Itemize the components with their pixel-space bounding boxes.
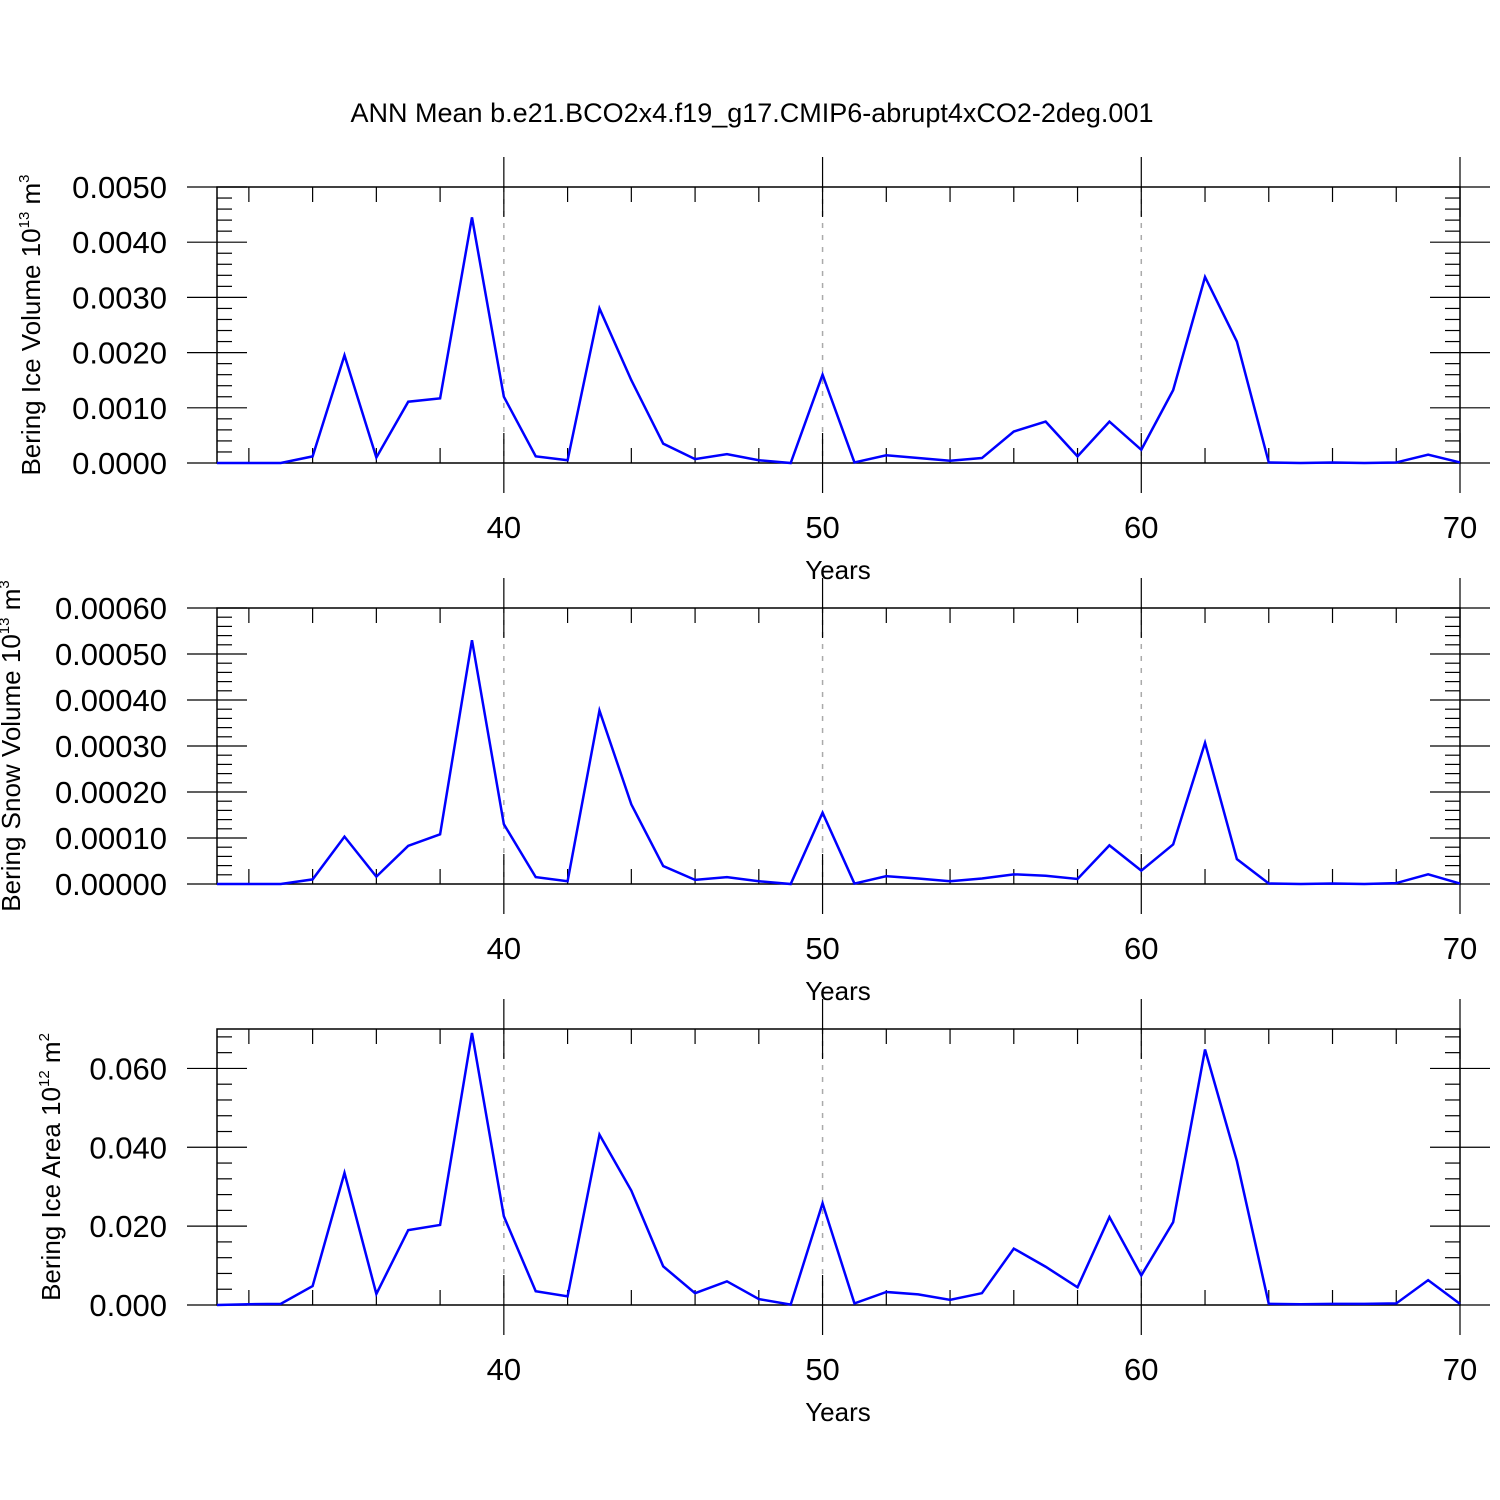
- y-axis-title-text: Bering Ice Area 10: [36, 1087, 66, 1301]
- y-tick-label: 0.0040: [72, 225, 167, 260]
- x-tick-label: 40: [487, 931, 521, 966]
- panel-2: 40 50 60 70 Years 0.00000 0.00010 0.00020 0.0003…: [0, 578, 1490, 1006]
- x-tick-label: 60: [1124, 931, 1158, 966]
- y-tick-label: 0.0000: [72, 446, 167, 481]
- panel-3: 40 50 60 70 Years 0.000 0.020 0.040 0.060 Bering …: [36, 999, 1490, 1427]
- y-axis-title-exp: 12: [36, 1070, 53, 1087]
- x-axis-title: Years: [805, 976, 871, 1006]
- panel-1: 40 50 60 70 Years 0.0000 0.0010 0.0020 0.0030 0.0…: [16, 157, 1490, 585]
- y-tick-label: 0.0050: [72, 170, 167, 205]
- x-axis-title: Years: [805, 1397, 871, 1427]
- x-tick-label: 40: [487, 1352, 521, 1387]
- y-axis-title-exp: 13: [0, 618, 13, 635]
- y-axis-title: Bering Ice Volume 1013 m3: [16, 174, 46, 475]
- x-tick-label: 60: [1124, 510, 1158, 545]
- y-tick-label: 0.00030: [55, 729, 167, 764]
- x-tick-label: 60: [1124, 1352, 1158, 1387]
- plot-frame: [216, 607, 1461, 885]
- y-tick-label: 0.00020: [55, 775, 167, 810]
- y-axis-title-unit: m: [16, 183, 46, 212]
- y-axis-title: Bering Ice Area 1012 m2: [36, 1033, 66, 1301]
- y-axis-title-exp: 13: [16, 212, 33, 229]
- y-tick-label: 0.00040: [55, 683, 167, 718]
- x-tick-label: 50: [805, 510, 839, 545]
- series-line: [217, 639, 1461, 886]
- chart-title: ANN Mean b.e21.BCO2x4.f19_g17.CMIP6-abru…: [351, 98, 1154, 128]
- y-axis-title-unit-exp: 3: [16, 174, 33, 182]
- series-line: [217, 217, 1461, 465]
- y-tick-label: 0.0030: [72, 280, 167, 315]
- x-tick-label: 50: [805, 931, 839, 966]
- y-tick-label: 0.00010: [55, 821, 167, 856]
- series-line: [216, 1032, 1461, 1307]
- y-axis-title: Bering Snow Volume 1013 m3: [0, 580, 26, 911]
- y-tick-label: 0.00050: [55, 637, 167, 672]
- y-axis-title-text: Bering Ice Volume 10: [16, 228, 46, 475]
- y-axis-title-text: Bering Snow Volume 10: [0, 634, 26, 912]
- y-axis-title-unit: m: [0, 589, 26, 618]
- plot-frame: [216, 186, 1461, 464]
- x-tick-label: 70: [1443, 931, 1477, 966]
- y-tick-label: 0.0020: [72, 336, 167, 371]
- panels-group: 40 50 60 70 Years 0.0000 0.0010 0.0020 0.0030 0.0…: [0, 157, 1490, 1427]
- x-tick-label: 40: [487, 510, 521, 545]
- y-tick-label: 0.0010: [72, 391, 167, 426]
- y-tick-label: 0.00000: [55, 867, 167, 902]
- x-tick-label: 70: [1443, 510, 1477, 545]
- y-axis-title-unit-exp: 3: [0, 580, 13, 588]
- y-tick-label: 0.00060: [55, 591, 167, 626]
- y-tick-label: 0.020: [89, 1209, 167, 1244]
- y-axis-title-unit: m: [36, 1041, 66, 1070]
- y-axis-title-unit-exp: 2: [36, 1033, 53, 1041]
- x-axis-title: Years: [805, 555, 871, 585]
- y-tick-label: 0.000: [89, 1288, 167, 1323]
- x-tick-label: 70: [1443, 1352, 1477, 1387]
- y-tick-label: 0.060: [89, 1051, 167, 1086]
- y-tick-label: 0.040: [89, 1130, 167, 1165]
- x-tick-label: 50: [805, 1352, 839, 1387]
- plot-frame: [216, 1028, 1461, 1306]
